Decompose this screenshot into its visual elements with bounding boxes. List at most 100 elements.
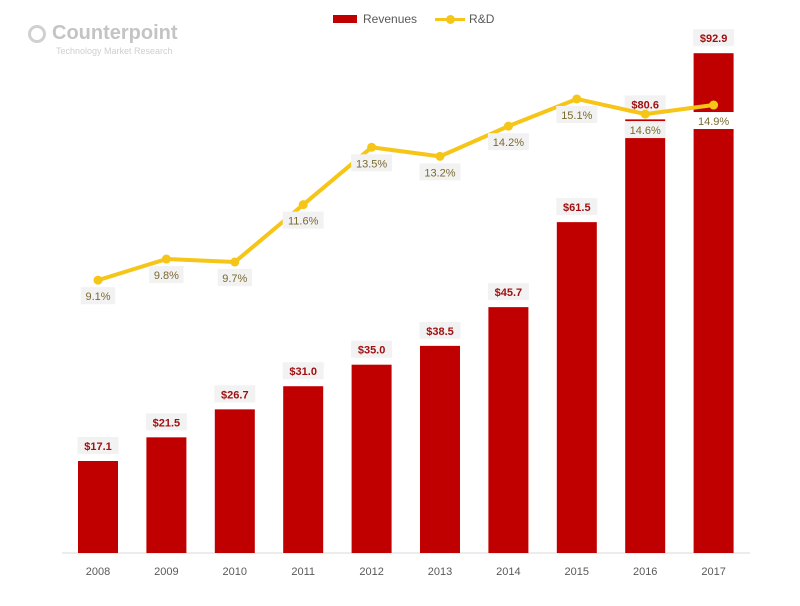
rd-data-label-group: 11.6% [282,211,324,229]
rd-data-label-bg [149,266,184,284]
revenue-data-label: $45.7 [495,287,523,299]
rd-line [97,96,714,283]
revenue-bar [351,364,392,553]
rd-data-label: 13.2% [424,167,455,179]
legend-revenues-label: Revenues [363,12,418,26]
revenue-data-label-bg [214,385,256,403]
revenue-data-label: $17.1 [84,441,112,453]
rd-data-label: 14.2% [493,137,524,149]
rd-data-label-bg [693,112,735,130]
revenue-data-label: $35.0 [358,345,386,357]
rd-data-label-group: 13.2% [419,163,461,181]
revenue-data-label-bg [487,283,529,301]
revenue-bar [625,119,666,553]
rd-data-label-bg [556,105,598,123]
revenue-data-label-group: $35.0 [351,340,393,358]
logo-tagline: Technology Market Research [56,46,173,56]
revenue-data-label-group: $80.6 [624,95,666,113]
revenue-data-label: $38.5 [426,326,454,338]
revenue-data-label: $61.5 [563,202,591,214]
revenue-bar [283,386,324,553]
rd-data-label: 14.9% [698,116,729,128]
rd-data-label-bg [487,133,529,151]
rd-data-label-group: 14.6% [624,121,666,139]
rd-data-label-bg [419,163,461,181]
rd-data-label-bg [80,287,116,305]
revenue-data-label: $80.6 [631,99,659,111]
revenue-data-label: $92.9 [700,33,728,45]
rd-data-label-group: 9.7% [217,269,252,287]
rd-data-label: 14.6% [630,125,661,137]
rd-data-label-bg [282,211,324,229]
revenue-data-label-bg [77,437,119,455]
revenue-data-label-group: $21.5 [145,413,187,431]
revenue-data-label-bg [693,29,735,47]
x-tick-label: 2015 [565,566,589,578]
rd-point [298,200,308,210]
revenue-bar [556,222,597,553]
revenue-data-label-bg [282,362,324,380]
rd-point [93,275,103,285]
rd-point [230,257,240,267]
revenue-data-label: $21.5 [153,417,181,429]
rd-data-label-group: 9.1% [80,287,116,305]
x-tick-label: 2009 [154,566,178,578]
x-tick-label: 2011 [291,566,315,578]
rd-point [503,121,513,131]
revenue-bar [488,307,529,553]
rd-point [435,151,445,161]
revenue-data-label: $31.0 [289,366,317,378]
legend-revenues-swatch [333,15,357,23]
revenue-data-label-group: $31.0 [282,362,324,380]
rd-point [367,142,377,152]
rd-point [572,94,582,104]
revenue-bar [214,409,255,553]
revenue-data-label-bg [145,413,187,431]
revenue-data-label-group: $17.1 [77,437,119,455]
rd-data-label-group: 14.9% [693,112,735,130]
x-tick-label: 2013 [428,566,452,578]
rd-data-label-group: 9.8% [149,266,184,284]
rd-point [161,254,171,264]
legend-rd-swatch [435,14,466,24]
rd-data-label-bg [624,121,666,139]
rd-data-label: 15.1% [561,110,592,122]
rd-data-label: 9.1% [85,291,110,303]
rd-data-label-group: 15.1% [556,105,598,123]
revenue-data-label-bg [419,321,461,339]
revenue-data-label-group: $38.5 [419,321,461,339]
revenue-bar [420,345,460,553]
revenue-data-label-bg [624,95,666,113]
logo-icon [28,25,46,43]
rd-data-label-bg [351,154,393,172]
x-tick-label: 2012 [359,566,383,578]
x-tick-label: 2014 [496,566,520,578]
revenue-data-label-group: $61.5 [556,198,598,216]
revenue-bar [78,461,118,553]
revenue-data-label-group: $26.7 [214,385,256,403]
rd-data-label: 9.7% [222,273,247,285]
x-tick-label: 2010 [223,566,247,578]
logo-name: Counterpoint [52,22,178,44]
revenue-data-label: $26.7 [221,389,249,401]
legend-rd-label: R&D [469,12,495,26]
rd-data-label: 11.6% [288,216,319,228]
x-tick-label: 2016 [633,566,657,578]
rd-point [709,100,719,110]
revenue-data-label-bg [351,340,393,358]
x-tick-label: 2008 [86,566,110,578]
rd-data-label: 13.5% [356,158,387,170]
rd-data-label-group: 14.2% [487,133,529,151]
revenue-bar [693,53,734,553]
rd-data-label: 9.8% [154,270,179,282]
revenue-bar [146,437,187,553]
revenue-data-label-bg [556,198,598,216]
rd-data-label-bg [217,269,252,287]
revenue-data-label-group: $92.9 [693,29,735,47]
x-tick-label: 2017 [701,566,725,578]
rd-point [640,109,650,119]
revenue-data-label-group: $45.7 [487,283,529,301]
legend: Revenues R&D [333,12,494,26]
